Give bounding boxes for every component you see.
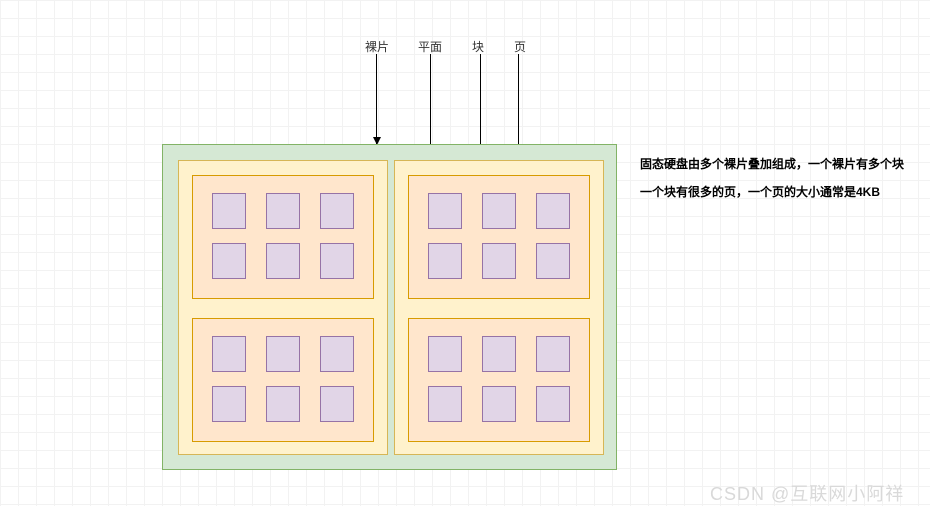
page [212, 386, 246, 422]
watermark: CSDN @互联网小阿祥 [710, 480, 904, 506]
arrow-die [376, 54, 377, 144]
page [536, 193, 570, 229]
page [482, 193, 516, 229]
page [428, 193, 462, 229]
page [212, 336, 246, 372]
page [320, 336, 354, 372]
label-die: 裸片 [365, 38, 389, 55]
page [320, 243, 354, 279]
page [428, 386, 462, 422]
page [212, 243, 246, 279]
page [482, 386, 516, 422]
page [482, 336, 516, 372]
page [428, 336, 462, 372]
label-page: 页 [514, 38, 526, 55]
page [266, 386, 300, 422]
page [536, 386, 570, 422]
label-block: 块 [472, 38, 484, 55]
page [266, 193, 300, 229]
page [320, 193, 354, 229]
page [536, 336, 570, 372]
page [482, 243, 516, 279]
page [266, 336, 300, 372]
label-plane: 平面 [418, 38, 442, 55]
page [428, 243, 462, 279]
desc-line-2: 一个块有很多的页，一个页的大小通常是4KB [640, 184, 880, 201]
desc-line-1: 固态硬盘由多个裸片叠加组成，一个裸片有多个块 [640, 156, 904, 173]
page [320, 386, 354, 422]
page [536, 243, 570, 279]
page [212, 193, 246, 229]
page [266, 243, 300, 279]
